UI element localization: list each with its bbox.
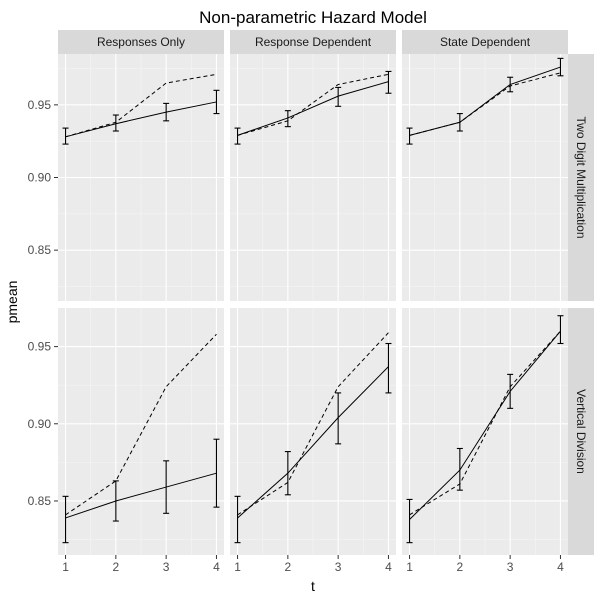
error-bar <box>385 342 392 394</box>
solid-series-line <box>237 366 389 519</box>
facet-panels: Responses Only Response Dependent State De… <box>28 30 594 574</box>
solid-series-line <box>237 81 389 136</box>
strip-vertical-division <box>568 308 594 555</box>
error-bar <box>234 495 241 544</box>
x-tick-label: 1 <box>406 560 413 574</box>
solid-series-line <box>65 472 217 519</box>
solid-series-line <box>65 101 217 138</box>
dashed-series-line <box>237 332 389 516</box>
strip-label-vertical-division: Vertical Division <box>574 389 588 474</box>
x-axis-label: t <box>311 578 315 594</box>
strip-label-state-dependent: State Dependent <box>440 35 531 49</box>
error-bar <box>213 89 220 115</box>
dashed-series-line <box>409 330 561 516</box>
panel-vertical-division-response-dependent <box>230 308 396 555</box>
x-tick-label: 1 <box>62 560 69 574</box>
error-bar <box>385 70 392 94</box>
dashed-series-line <box>237 73 389 136</box>
x-tick-label: 3 <box>163 560 170 574</box>
dashed-series-line <box>65 333 217 516</box>
strip-state-dependent <box>402 30 568 54</box>
error-bar <box>507 373 514 409</box>
error-bar <box>213 438 220 508</box>
panel-two-digit-multiplication-state-dependent <box>402 54 568 301</box>
panel-two-digit-multiplication-responses-only <box>58 54 224 301</box>
panel-vertical-division-responses-only <box>58 308 224 555</box>
error-bar <box>112 114 119 132</box>
error-bar <box>406 498 413 544</box>
x-tick-label: 3 <box>507 560 514 574</box>
error-bar <box>335 86 342 107</box>
panel-two-digit-multiplication-response-dependent <box>230 54 396 301</box>
error-bar <box>163 460 170 514</box>
strip-label-response-dependent: Response Dependent <box>255 35 372 49</box>
error-bar <box>62 127 69 145</box>
y-tick-label: 0.85 <box>28 243 52 257</box>
strip-label-responses-only: Responses Only <box>97 35 185 49</box>
panel-vertical-division-state-dependent <box>402 308 568 555</box>
strip-responses-only <box>58 30 224 54</box>
y-tick-label: 0.85 <box>28 494 52 508</box>
chart-title: Non-parametric Hazard Model <box>199 8 427 27</box>
strip-label-two-digit-multiplication: Two Digit Multiplication <box>574 116 588 238</box>
x-tick-label: 2 <box>457 560 464 574</box>
y-tick-label: 0.90 <box>28 417 52 431</box>
x-tick-label: 2 <box>285 560 292 574</box>
error-bar <box>456 113 463 132</box>
error-bar <box>557 315 564 345</box>
y-tick-label: 0.90 <box>28 171 52 185</box>
x-tick-label: 2 <box>113 560 120 574</box>
x-tick-label: 1 <box>234 560 241 574</box>
dashed-series-line <box>409 72 561 136</box>
x-tick-label: 4 <box>385 560 392 574</box>
solid-series-line <box>409 66 561 136</box>
error-bar <box>62 495 69 544</box>
y-tick-label: 0.95 <box>28 98 52 112</box>
strip-two-digit-multiplication <box>568 54 594 301</box>
y-tick-label: 0.95 <box>28 340 52 354</box>
error-bar <box>112 480 119 522</box>
error-bar <box>406 127 413 145</box>
error-bar <box>507 76 514 93</box>
error-bar <box>557 57 564 77</box>
y-axis-label: pmean <box>4 281 20 324</box>
strip-response-dependent <box>230 30 396 54</box>
error-bar <box>284 451 291 496</box>
error-bar <box>456 447 463 491</box>
x-tick-label: 3 <box>335 560 342 574</box>
x-tick-label: 4 <box>557 560 564 574</box>
dashed-series-line <box>65 73 217 138</box>
error-bar <box>163 102 170 122</box>
error-bar <box>234 127 241 145</box>
error-bar <box>335 392 342 445</box>
x-tick-label: 4 <box>213 560 220 574</box>
error-bar <box>284 110 291 128</box>
solid-series-line <box>409 330 561 520</box>
